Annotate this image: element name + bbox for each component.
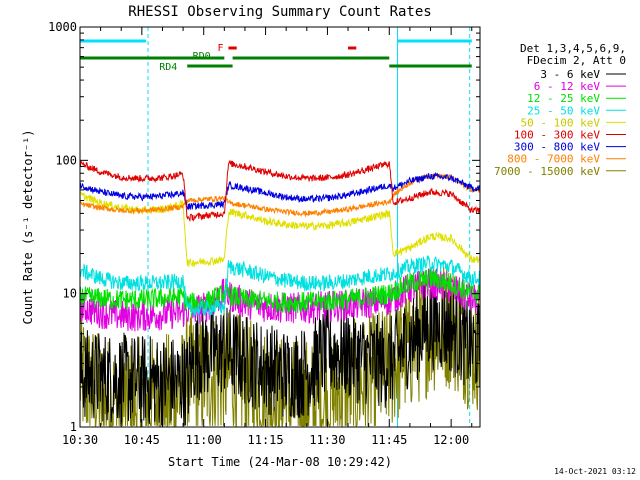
x-axis-label: Start Time (24-Mar-08 10:29:42) (168, 455, 392, 469)
legend-label-8: 7000 - 15000 keV (494, 165, 600, 178)
series-line-2 (80, 268, 480, 314)
legend-label-7: 800 - 7000 keV (507, 153, 600, 166)
legend-label-6: 300 - 800 keV (514, 141, 600, 154)
series-line-5 (80, 159, 480, 223)
series-group (80, 159, 480, 427)
legend-label-1: 6 - 12 keV (534, 80, 601, 93)
y-tick-label-1: 10 (63, 287, 77, 301)
y-tick-label-3: 1000 (48, 20, 77, 34)
series-line-0 (80, 279, 480, 426)
x-tick-label-0: 10:30 (62, 433, 98, 447)
x-tick-label-6: 12:00 (433, 433, 469, 447)
plot-frame (79, 26, 481, 428)
x-tick-label-4: 11:30 (309, 433, 345, 447)
flag-rd4-label: RD4 (159, 62, 177, 73)
chart-title: RHESSI Observing Summary Count Rates (128, 4, 431, 20)
flag-rd0-label: RD0 (193, 51, 211, 62)
y-tick-label-2: 100 (55, 153, 77, 167)
x-tick-label-5: 11:45 (371, 433, 407, 447)
y-axis-label: Count Rate (s⁻¹ detector⁻¹) (21, 129, 35, 324)
legend-label-3: 25 - 50 keV (527, 104, 600, 117)
legend-header-line-2: FDecim 2, Att 0 (527, 54, 626, 67)
axis-ticks: 10:30 10:45 11:00 11:15 11:30 11:45 12:00 1 10 10… (48, 20, 480, 447)
footer-date: 14-Oct-2021 03:12 (554, 467, 636, 476)
legend: Det 1,3,4,5,6,9, FDecim 2, Att 0 3 - 6 k… (494, 42, 626, 178)
series-line-6 (80, 171, 480, 211)
x-tick-label-2: 11:00 (186, 433, 222, 447)
legend-label-5: 100 - 300 keV (514, 129, 600, 142)
flag-f-label: F (217, 43, 223, 54)
legend-header-line-1: Det 1,3,4,5,6,9, (520, 42, 626, 55)
x-tick-label-1: 10:45 (124, 433, 160, 447)
flag-bars: NFRD0RD4 (80, 39, 472, 73)
x-tick-label-3: 11:15 (248, 433, 284, 447)
legend-label-4: 50 - 100 keV (521, 116, 601, 129)
legend-label-0: 3 - 6 keV (540, 68, 600, 81)
legend-label-2: 12 - 25 keV (527, 92, 600, 105)
y-tick-label-0: 1 (70, 420, 77, 434)
series-line-3 (80, 255, 480, 318)
